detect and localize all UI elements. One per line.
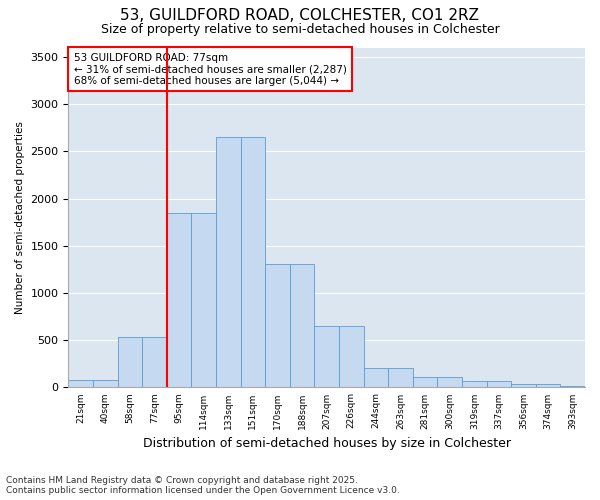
X-axis label: Distribution of semi-detached houses by size in Colchester: Distribution of semi-detached houses by … <box>143 437 511 450</box>
Bar <box>462 382 487 388</box>
Text: 53 GUILDFORD ROAD: 77sqm
← 31% of semi-detached houses are smaller (2,287)
68% o: 53 GUILDFORD ROAD: 77sqm ← 31% of semi-d… <box>74 52 346 86</box>
Text: Size of property relative to semi-detached houses in Colchester: Size of property relative to semi-detach… <box>101 22 499 36</box>
Bar <box>437 377 462 388</box>
Bar <box>118 338 142 388</box>
Y-axis label: Number of semi-detached properties: Number of semi-detached properties <box>15 121 25 314</box>
Text: Contains HM Land Registry data © Crown copyright and database right 2025.
Contai: Contains HM Land Registry data © Crown c… <box>6 476 400 495</box>
Bar <box>314 326 339 388</box>
Bar <box>339 326 364 388</box>
Bar <box>216 137 241 388</box>
Bar <box>265 264 290 388</box>
Bar <box>290 264 314 388</box>
Bar <box>167 212 191 388</box>
Text: 53, GUILDFORD ROAD, COLCHESTER, CO1 2RZ: 53, GUILDFORD ROAD, COLCHESTER, CO1 2RZ <box>121 8 479 22</box>
Bar <box>68 380 93 388</box>
Bar <box>560 386 585 388</box>
Bar <box>536 384 560 388</box>
Bar <box>142 338 167 388</box>
Bar <box>93 380 118 388</box>
Bar <box>511 384 536 388</box>
Bar <box>241 137 265 388</box>
Bar <box>413 377 437 388</box>
Bar <box>487 382 511 388</box>
Bar <box>364 368 388 388</box>
Bar <box>191 212 216 388</box>
Bar <box>388 368 413 388</box>
